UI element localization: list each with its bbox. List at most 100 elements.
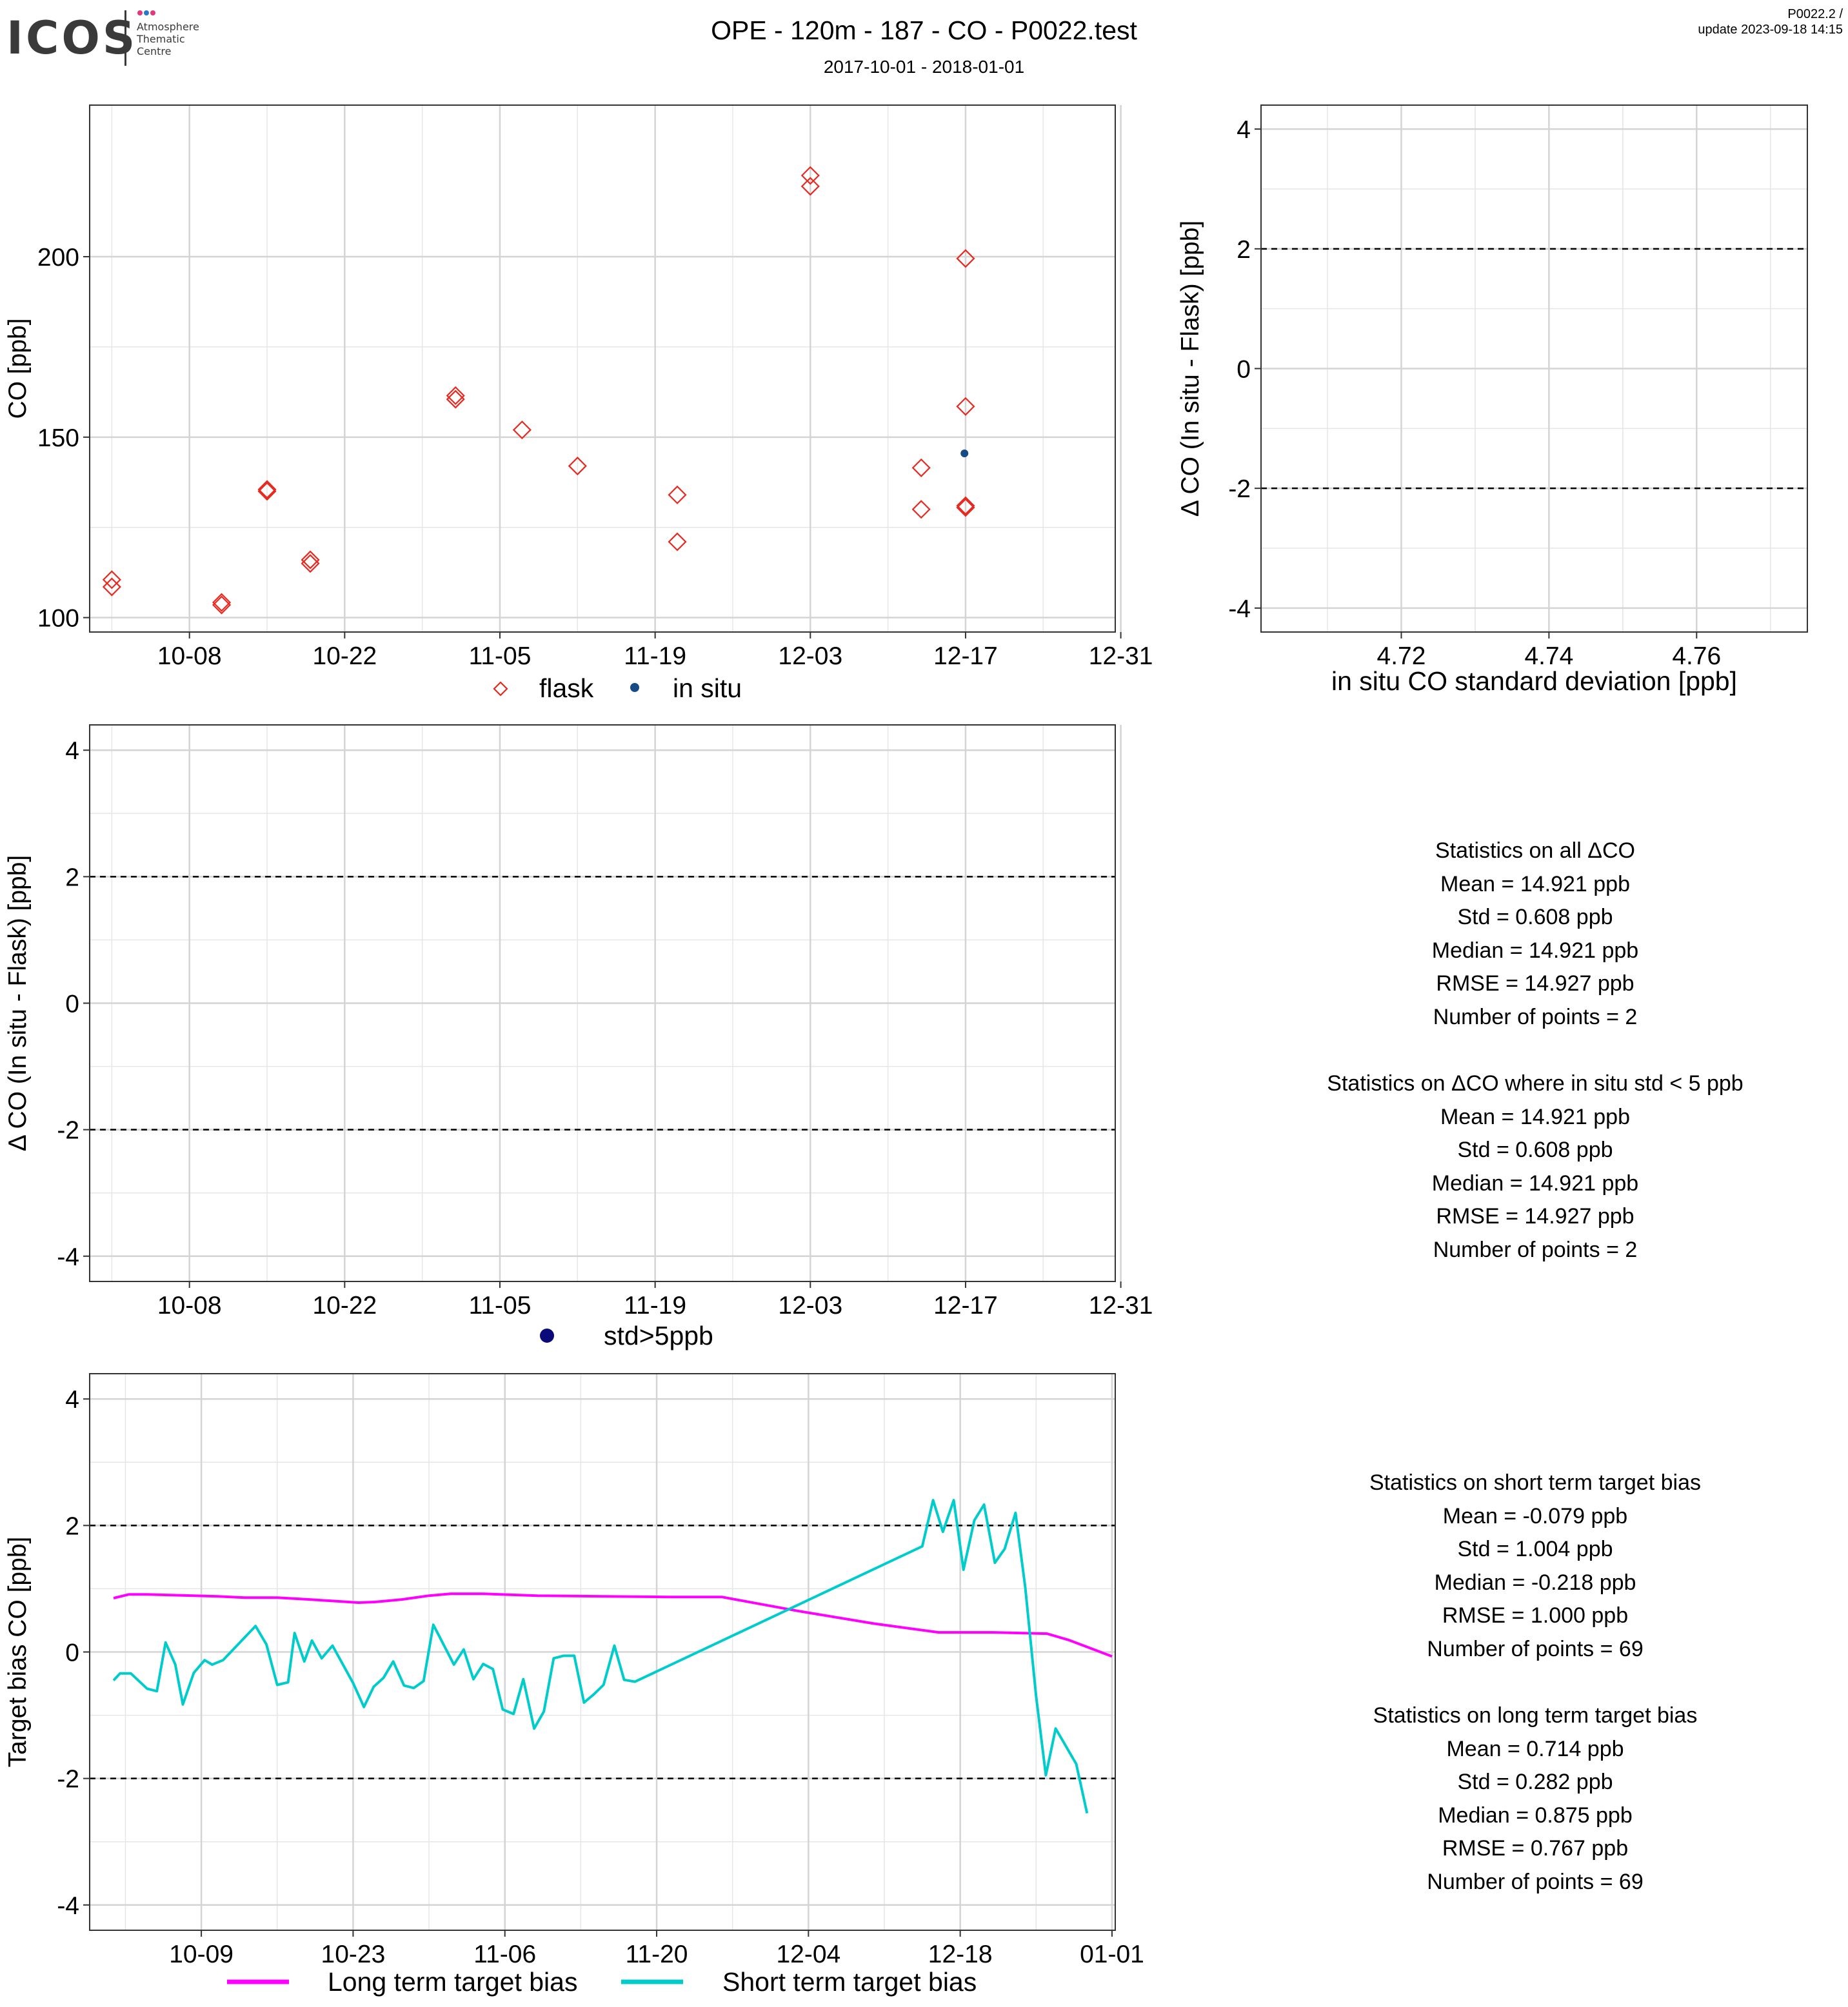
stats-short-std: Std = 1.004 ppb: [1457, 1537, 1613, 1561]
delta-std-y-axis-label: Δ CO (In situ - Flask) [ppb]: [1177, 221, 1204, 517]
stats-long-rmse: RMSE = 0.767 ppb: [1442, 1836, 1629, 1861]
stats-long-block: Statistics on long term target bias Mean…: [1226, 1699, 1845, 1899]
flask-point: [956, 496, 975, 515]
flask-point: [911, 458, 931, 477]
y-tick-label: 4: [65, 1386, 79, 1414]
x-tick-label: 4.74: [1524, 642, 1573, 670]
stats-filtered-mean: Mean = 14.921 ppb: [1440, 1104, 1630, 1129]
y-tick-label: 4: [1237, 116, 1251, 144]
stats-all-median: Median = 14.921 ppb: [1431, 938, 1639, 963]
y-tick-label: -4: [57, 1243, 79, 1271]
stats-short-median: Median = -0.218 ppb: [1434, 1570, 1636, 1595]
x-tick-label: 11-20: [626, 1941, 688, 1968]
x-tick-label: 10-22: [312, 642, 377, 670]
page-subtitle: 2017-10-01 - 2018-01-01: [823, 57, 1025, 77]
flask-point: [493, 681, 508, 697]
y-tick-label: -4: [1228, 595, 1251, 623]
x-tick-label: 10-08: [157, 1292, 222, 1320]
flask-point: [257, 482, 277, 501]
stats-long-std: Std = 0.282 ppb: [1457, 1770, 1613, 1794]
flask-point: [446, 390, 465, 409]
x-tick-label: 12-17: [933, 1292, 998, 1320]
flask-point: [568, 457, 587, 476]
x-tick-label: 11-19: [624, 1292, 686, 1320]
stats-all-mean: Mean = 14.921 ppb: [1440, 871, 1630, 896]
y-tick-label: -2: [1228, 475, 1251, 503]
legend-in-situ-label: in situ: [673, 673, 742, 703]
y-tick-label: 100: [37, 605, 79, 633]
legend-short-term-label: Short term target bias: [722, 1967, 977, 1997]
legend-std-label: std>5ppb: [604, 1321, 713, 1350]
x-tick-label: 12-03: [778, 1292, 842, 1320]
flask-point: [668, 485, 687, 504]
x-tick-label: 10-09: [169, 1941, 233, 1968]
logo-sub-line1: Atmosphere: [137, 21, 199, 33]
stats-filtered-median: Median = 14.921 ppb: [1431, 1171, 1639, 1196]
delta-time-panel-border: [89, 724, 1116, 1282]
legend-flask-label: flask: [539, 673, 594, 703]
flask-point: [956, 249, 975, 268]
stats-short-block: Statistics on short term target bias Mea…: [1226, 1467, 1845, 1666]
y-tick-label: -2: [57, 1117, 79, 1145]
stats-all-rmse: RMSE = 14.927 ppb: [1436, 971, 1634, 996]
version-line: P0022.2 /: [1787, 7, 1843, 21]
stats-long-heading: Statistics on long term target bias: [1373, 1703, 1698, 1728]
stats-filtered-std: Std = 0.608 ppb: [1457, 1138, 1613, 1162]
flask-point: [800, 166, 820, 185]
y-tick-label: 4: [65, 737, 79, 765]
stats-short-heading: Statistics on short term target bias: [1369, 1470, 1701, 1495]
flask-point: [212, 593, 232, 612]
update-line: update 2023-09-18 14:15: [1698, 23, 1843, 37]
short-term-bias-line: [112, 1499, 1089, 1814]
logo-subtitle: Atmosphere Thematic Centre: [137, 21, 199, 57]
x-tick-label: 12-17: [933, 642, 998, 670]
x-tick-label: 11-06: [473, 1941, 536, 1968]
y-tick-label: 2: [1237, 236, 1251, 264]
flask-point: [956, 397, 975, 416]
flask-point: [512, 420, 532, 440]
target-bias-panel-border: [89, 1373, 1116, 1931]
target-bias-y-axis-label: Target bias CO [ppb]: [4, 1537, 32, 1768]
x-tick-label: 01-01: [1080, 1941, 1144, 1968]
co-y-axis-label: CO [ppb]: [4, 318, 32, 419]
x-tick-label: 12-31: [1089, 642, 1153, 670]
x-tick-label: 4.76: [1672, 642, 1721, 670]
flask-point: [301, 554, 320, 573]
y-tick-label: 0: [65, 991, 79, 1018]
x-tick-label: 11-05: [469, 1292, 532, 1320]
co-panel-background: [90, 105, 1115, 632]
flask-point: [800, 177, 820, 196]
x-tick-label: 12-03: [778, 642, 842, 670]
long-term-bias-line: [113, 1592, 1113, 1658]
delta-time-y-axis-label: Δ CO (In situ - Flask) [ppb]: [4, 855, 32, 1152]
x-tick-label: 12-31: [1089, 1292, 1153, 1320]
stats-filtered-rmse: RMSE = 14.927 ppb: [1436, 1204, 1634, 1229]
flask-point: [102, 577, 121, 597]
x-tick-label: 11-19: [624, 642, 686, 670]
y-tick-label: 0: [65, 1639, 79, 1667]
version-info: P0022.2 / update 2023-09-18 14:15: [1698, 6, 1843, 37]
y-tick-label: 200: [37, 244, 79, 272]
logo-sub-line2: Thematic: [137, 33, 185, 45]
stats-long-count: Number of points = 69: [1427, 1869, 1644, 1894]
flask-point: [956, 498, 975, 517]
logo-dots-icon: [137, 10, 155, 15]
stats-short-count: Number of points = 69: [1427, 1636, 1644, 1661]
stats-all-count: Number of points = 2: [1433, 1004, 1638, 1029]
icos-logo-wordmark: ICOS: [6, 12, 138, 64]
y-tick-label: 0: [1237, 356, 1251, 384]
legend-in-situ-marker: [630, 683, 639, 692]
x-tick-label: 4.72: [1377, 642, 1426, 670]
delta-std-panel-border: [1260, 104, 1808, 633]
flask-point: [102, 570, 121, 589]
flask-point: [668, 532, 687, 551]
x-tick-label: 11-05: [469, 642, 532, 670]
x-tick-label: 10-23: [321, 1941, 386, 1968]
x-tick-label: 10-08: [157, 642, 222, 670]
stats-short-mean: Mean = -0.079 ppb: [1442, 1503, 1628, 1528]
co-panel-border: [89, 104, 1116, 633]
y-tick-label: 150: [37, 424, 79, 452]
flask-point: [257, 480, 277, 499]
x-tick-label: 12-04: [776, 1941, 840, 1968]
